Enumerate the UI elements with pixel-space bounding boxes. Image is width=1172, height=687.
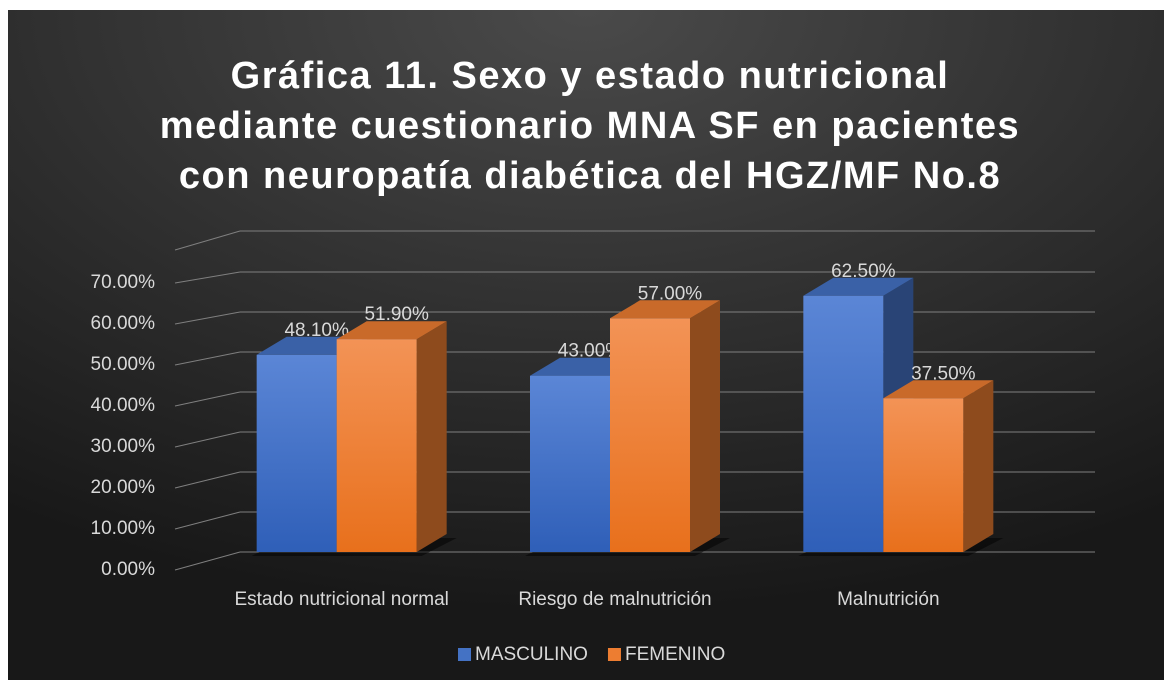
x-tick-label: Riesgo de malnutrición xyxy=(518,589,711,610)
bar-top xyxy=(610,300,720,319)
bar-side xyxy=(963,380,994,552)
bar xyxy=(803,295,884,552)
grid-line xyxy=(174,271,241,284)
data-label: 43.00% xyxy=(558,341,623,362)
y-tick-label: 10.00% xyxy=(91,518,156,539)
legend-swatch xyxy=(458,648,471,661)
grid-line xyxy=(174,431,241,448)
grid-line xyxy=(174,471,241,489)
y-tick-label: 20.00% xyxy=(91,477,156,498)
bar-side xyxy=(690,300,720,552)
data-label: 48.10% xyxy=(284,320,349,341)
y-tick-label: 70.00% xyxy=(91,272,156,293)
bar xyxy=(883,398,964,552)
bar xyxy=(256,354,337,552)
y-tick-label: 0.00% xyxy=(101,559,155,580)
y-tick-label: 40.00% xyxy=(91,395,156,416)
legend-label: MASCULINO xyxy=(475,644,588,665)
data-label: 51.90% xyxy=(364,304,429,325)
x-tick-label: Estado nutricional normal xyxy=(234,589,448,610)
x-tick-label: Malnutrición xyxy=(837,589,939,610)
chart-title: Gráfica 11. Sexo y estado nutricional xyxy=(231,55,950,97)
y-tick-label: 50.00% xyxy=(91,354,156,375)
bar xyxy=(530,375,610,552)
data-label: 57.00% xyxy=(638,283,703,304)
grid-line xyxy=(174,551,241,571)
legend-label: FEMENINO xyxy=(625,644,725,665)
bar-side xyxy=(416,321,447,552)
bar-top xyxy=(883,380,994,399)
data-label: 37.50% xyxy=(911,363,976,384)
chart-title: mediante cuestionario MNA SF en paciente… xyxy=(160,105,1020,147)
bar xyxy=(610,318,690,552)
y-tick-label: 60.00% xyxy=(91,313,156,334)
grid-line xyxy=(174,391,241,407)
chart-title: con neuropatía diabética del HGZ/MF No.8 xyxy=(179,155,1001,197)
grid-line xyxy=(174,351,241,366)
bar-top xyxy=(803,277,914,296)
bar-top xyxy=(336,321,447,340)
grid-line xyxy=(174,511,241,530)
wall-edge xyxy=(174,230,241,251)
bar xyxy=(336,339,417,552)
legend-swatch xyxy=(607,648,621,661)
y-tick-label: 30.00% xyxy=(91,436,156,457)
data-label: 62.50% xyxy=(831,261,896,282)
chart-area xyxy=(8,10,1164,680)
grid-line xyxy=(174,311,241,325)
